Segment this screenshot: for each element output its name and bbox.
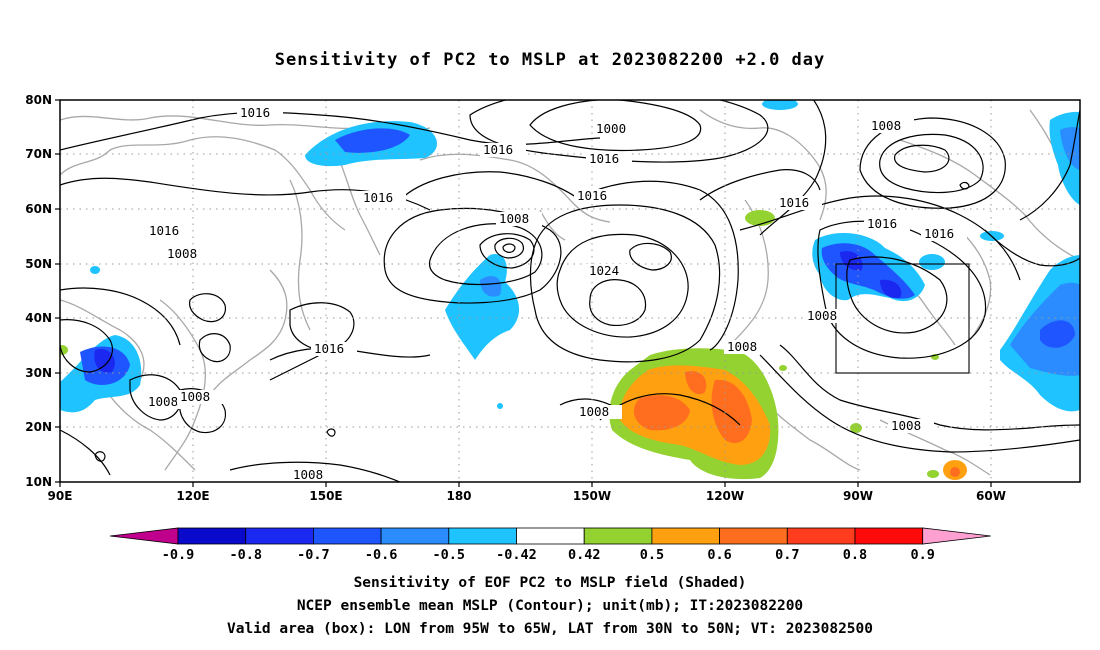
caption-line-3: Valid area (box): LON from 95W to 65W, L… (226, 621, 873, 637)
caption-line-1: Sensitivity of EOF PC2 to MSLP field (Sh… (353, 575, 747, 591)
colorbar-label: -0.42 (496, 547, 537, 563)
contour-label: 1008 (579, 404, 609, 419)
contour-label: 1016 (363, 190, 393, 205)
lon-label: 120W (706, 489, 744, 503)
colorbar-label: 0.5 (640, 547, 664, 563)
colorbar-label: -0.9 (162, 547, 195, 563)
latitude-labels: 80N 70N 60N 50N 40N 30N 20N 10N (25, 93, 52, 489)
contour-label: 1016 (779, 195, 809, 210)
lat-label: 60N (25, 202, 52, 216)
contour-label: 1016 (924, 226, 954, 241)
lat-label: 20N (25, 420, 52, 434)
contour-label: 1008 (807, 308, 837, 323)
map-panel: 1016 1000 1016 1016 1008 1016 1016 1008 … (25, 93, 1081, 503)
contour-label: 1016 (240, 105, 270, 120)
contour-labels: 1016 1000 1016 1016 1008 1016 1016 1008 … (145, 105, 967, 482)
lat-label: 30N (25, 366, 52, 380)
colorbar-swatch (516, 527, 585, 545)
lat-label: 70N (25, 147, 52, 161)
contour-label: 1008 (180, 389, 210, 404)
colorbar-label: -0.7 (297, 547, 330, 563)
contour-label: 1016 (314, 341, 344, 356)
lon-label: 120E (176, 489, 209, 503)
colorbar-swatch (719, 527, 788, 545)
lon-label: 60W (976, 489, 1006, 503)
sensitivity-shading (60, 100, 1080, 480)
colorbar-label: 0.9 (911, 547, 935, 563)
lat-label: 80N (25, 93, 52, 107)
colorbar-label: -0.8 (229, 547, 262, 563)
colorbar-swatch (448, 527, 517, 545)
contour-label: 1008 (148, 394, 178, 409)
colorbar-swatch (583, 527, 653, 545)
contour-label: 1016 (483, 142, 513, 157)
colorbar-swatch (177, 527, 247, 545)
contour-label: 1008 (891, 418, 921, 433)
longitude-labels: 90E 120E 150E 180 150W 120W 90W 60W (48, 489, 1006, 503)
colorbar-swatch (380, 527, 450, 545)
contour-label: 1008 (167, 246, 197, 261)
contour-label: 1016 (589, 151, 619, 166)
caption-line-2: NCEP ensemble mean MSLP (Contour); unit(… (296, 598, 804, 614)
contour-label: 1016 (867, 216, 897, 231)
colorbar: -0.9 -0.8 -0.7 -0.6 -0.5 -0.42 0.42 0.5 0.6 0.7 0.… (109, 527, 991, 563)
colorbar-label: -0.5 (433, 547, 466, 563)
colorbar-label: 0.8 (843, 547, 867, 563)
lon-label: 180 (446, 489, 471, 503)
colorbar-swatch (651, 527, 721, 545)
colorbar-label: 0.6 (707, 547, 731, 563)
colorbar-swatch (245, 527, 314, 545)
contour-label: 1016 (149, 223, 179, 238)
contour-label: 1008 (727, 339, 757, 354)
lat-label: 50N (25, 257, 52, 271)
axis-ticks (55, 99, 992, 487)
chart-title: Sensitivity of PC2 to MSLP at 2023082200… (274, 50, 826, 70)
colorbar-swatch (786, 527, 856, 545)
mslp-contours (60, 100, 1080, 482)
colorbar-swatch (854, 527, 924, 545)
colorbar-label: 0.7 (775, 547, 799, 563)
colorbar-swatch (312, 527, 382, 545)
colorbar-over-triangle (922, 527, 991, 545)
contour-label: 1000 (596, 121, 626, 136)
lon-label: 90E (48, 489, 73, 503)
contour-label: 1008 (871, 118, 901, 133)
colorbar-label: 0.42 (568, 547, 601, 563)
contour-label: 1024 (589, 263, 619, 278)
contour-label: 1008 (293, 467, 323, 482)
lon-label: 150W (573, 489, 611, 503)
lat-lon-grid (60, 100, 1080, 482)
contour-label: 1008 (499, 211, 529, 226)
lat-label: 10N (25, 475, 52, 489)
lon-label: 150E (309, 489, 342, 503)
map-frame (59, 99, 1081, 483)
contour-label: 1016 (577, 188, 607, 203)
lon-label: 90W (843, 489, 873, 503)
lat-label: 40N (25, 311, 52, 325)
colorbar-under-triangle (109, 527, 179, 545)
colorbar-label: -0.6 (365, 547, 398, 563)
